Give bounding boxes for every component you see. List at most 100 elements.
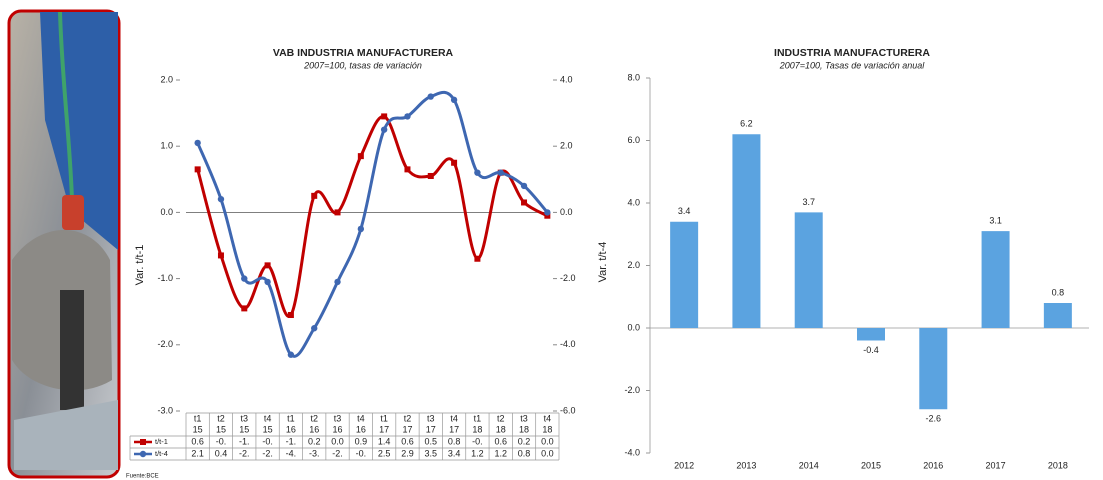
x-tick-label: t4 (264, 413, 272, 423)
data-label: 0.0 (331, 436, 344, 446)
x-tick-label: 15 (216, 424, 226, 434)
x-tick-label: t3 (520, 413, 528, 423)
marker (194, 140, 200, 146)
data-label: 6.2 (740, 119, 753, 129)
data-label: 0.8 (448, 436, 461, 446)
x-tick-label: 2016 (923, 460, 943, 470)
marker (451, 97, 457, 103)
marker (311, 325, 317, 331)
marker (358, 226, 364, 232)
data-label: -2.6 (926, 414, 942, 424)
marker (521, 183, 527, 189)
marker (474, 169, 480, 175)
data-label: 3.4 (678, 206, 691, 216)
x-tick-label: 17 (426, 424, 436, 434)
footnote: Fuente:BCE (126, 474, 159, 480)
y-tick-label: -2.0 (157, 339, 173, 349)
marker (451, 160, 457, 166)
x-tick-label: 16 (286, 424, 296, 434)
data-label: 3.4 (448, 448, 461, 458)
data-label: -0. (262, 436, 273, 446)
x-tick-label: 2015 (861, 460, 881, 470)
marker (195, 166, 201, 172)
bar (919, 328, 947, 409)
x-tick-label: t3 (241, 413, 249, 423)
x-tick-label: 2013 (736, 460, 756, 470)
marker (288, 312, 294, 318)
y-axis-label: Var. t/t-1 (134, 245, 146, 286)
marker (358, 153, 364, 159)
chart-subtitle: 2007=100, Tasas de variación anual (779, 60, 926, 70)
y-tick-label: -1.0 (157, 273, 173, 283)
marker (474, 256, 480, 262)
x-tick-label: t2 (310, 413, 318, 423)
chart-title: INDUSTRIA MANUFACTURERA (774, 47, 930, 59)
marker (288, 352, 294, 358)
x-tick-label: 16 (356, 424, 366, 434)
x-tick-label: t4 (357, 413, 365, 423)
x-tick-label: t1 (380, 413, 388, 423)
bar (857, 328, 885, 341)
bar (732, 134, 760, 328)
x-tick-label: 2017 (986, 460, 1006, 470)
y2-axis-label: Var. t/t-4 (597, 242, 609, 283)
x-tick-label: 18 (542, 424, 552, 434)
data-label: 0.9 (355, 436, 368, 446)
y-tick-label: -3.0 (157, 405, 173, 415)
data-label: 3.5 (425, 448, 438, 458)
x-tick-label: 15 (193, 424, 203, 434)
page: VAB INDUSTRIA MANUFACTURERA 2007=100, ta… (0, 0, 1103, 480)
marker (381, 113, 387, 119)
data-label: 2.1 (191, 448, 204, 458)
data-label: -3. (309, 448, 320, 458)
y2-tick-label: -4.0 (560, 339, 576, 349)
x-tick-label: t1 (474, 413, 482, 423)
marker (428, 93, 434, 99)
data-label: 0.5 (425, 436, 438, 446)
marker (140, 439, 146, 445)
x-tick-label: 2018 (1048, 460, 1068, 470)
data-label: 1.2 (494, 448, 507, 458)
bar (795, 212, 823, 328)
data-label: 1.4 (378, 436, 391, 446)
data-label: -2. (239, 448, 250, 458)
marker (544, 209, 550, 215)
marker (264, 279, 270, 285)
marker (218, 196, 224, 202)
data-label: 0.2 (308, 436, 321, 446)
data-label: -0. (216, 436, 227, 446)
data-label: -2. (332, 448, 343, 458)
x-tick-label: 17 (402, 424, 412, 434)
data-label: 3.7 (802, 197, 815, 207)
chart-subtitle: 2007=100, tasas de variación (303, 60, 422, 70)
x-tick-label: t1 (287, 413, 295, 423)
y-tick-label: 0.0 (160, 207, 173, 217)
marker (498, 169, 504, 175)
x-tick-label: 15 (239, 424, 249, 434)
y-tick-label: -4.0 (624, 447, 640, 457)
data-label: 0.8 (1052, 287, 1065, 297)
data-label: 0.6 (401, 436, 414, 446)
marker (428, 173, 434, 179)
x-tick-label: t2 (497, 413, 505, 423)
y-tick-label: 8.0 (627, 72, 640, 82)
x-tick-label: 2012 (674, 460, 694, 470)
y-tick-label: 0.0 (627, 322, 640, 332)
bar (670, 222, 698, 328)
x-tick-label: 16 (333, 424, 343, 434)
marker (311, 193, 317, 199)
photo (9, 11, 119, 477)
data-label: -0. (472, 436, 483, 446)
x-tick-label: 18 (472, 424, 482, 434)
x-tick-label: t2 (217, 413, 225, 423)
marker (381, 126, 387, 132)
bar (982, 231, 1010, 328)
marker (218, 252, 224, 258)
data-label: -4. (286, 448, 297, 458)
x-tick-label: 17 (449, 424, 459, 434)
y2-tick-label: 4.0 (560, 74, 573, 84)
x-tick-label: 16 (309, 424, 319, 434)
marker (241, 275, 247, 281)
marker (335, 209, 341, 215)
data-label: 3.1 (989, 216, 1002, 226)
